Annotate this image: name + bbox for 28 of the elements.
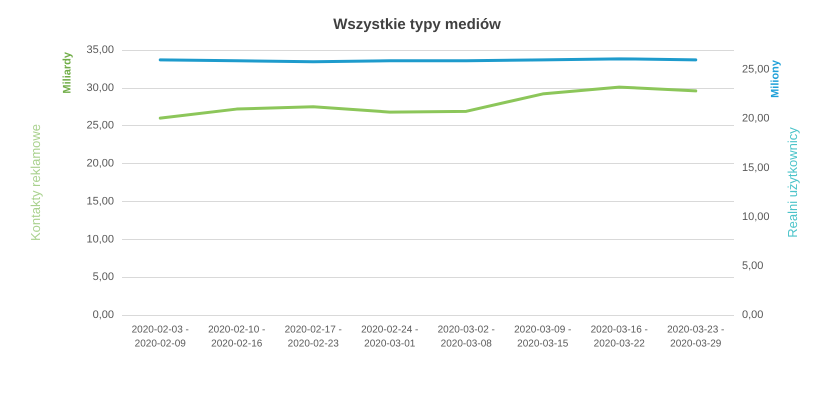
y2-tick-label: 15,00 — [742, 162, 770, 174]
x-tick-label: 2020-03-23 - 2020-03-29 — [667, 324, 724, 350]
x-tick-label: 2020-02-03 - 2020-02-09 — [132, 324, 189, 350]
x-tick-label: 2020-02-10 - 2020-02-16 — [208, 324, 266, 350]
y-tick-label: 25,00 — [86, 120, 114, 132]
x-tick-label: 2020-03-09 - 2020-03-15 — [514, 324, 572, 350]
y-tick-label: 5,00 — [92, 271, 114, 284]
chart-title: Wszystkie typy mediów — [333, 16, 502, 33]
y2-tick-label: 0,00 — [742, 309, 764, 321]
y2-tick-label: 5,00 — [742, 260, 764, 272]
y-tick-label: 35,00 — [86, 44, 114, 56]
x-tick-label: 2020-02-17 - 2020-02-23 — [284, 324, 342, 350]
x-tick-label: 2020-03-02 - 2020-03-08 — [438, 324, 495, 350]
x-tick-label: 2020-02-24 - 2020-03-01 — [361, 324, 418, 350]
y2-tick-label: 20,00 — [742, 112, 770, 125]
y-tick-label: 30,00 — [86, 82, 114, 94]
y-axis-title: Kontakty reklamowe — [28, 124, 43, 242]
y-tick-label: 0,00 — [92, 309, 114, 321]
text: Miliardy — [62, 51, 74, 94]
y-tick-label: 10,00 — [86, 233, 114, 246]
y-tick-label: 20,00 — [86, 158, 114, 170]
x-tick-label: 2020-03-16 - 2020-03-22 — [590, 324, 648, 350]
line-series — [158, 86, 698, 120]
text: Miliony — [770, 59, 782, 98]
y-tick-label: 15,00 — [86, 195, 114, 208]
y2-tick-label: 10,00 — [742, 210, 770, 223]
y2-tick-label: 25,00 — [742, 64, 770, 76]
y2-axis-title: Realni użytkownicy — [785, 126, 800, 238]
